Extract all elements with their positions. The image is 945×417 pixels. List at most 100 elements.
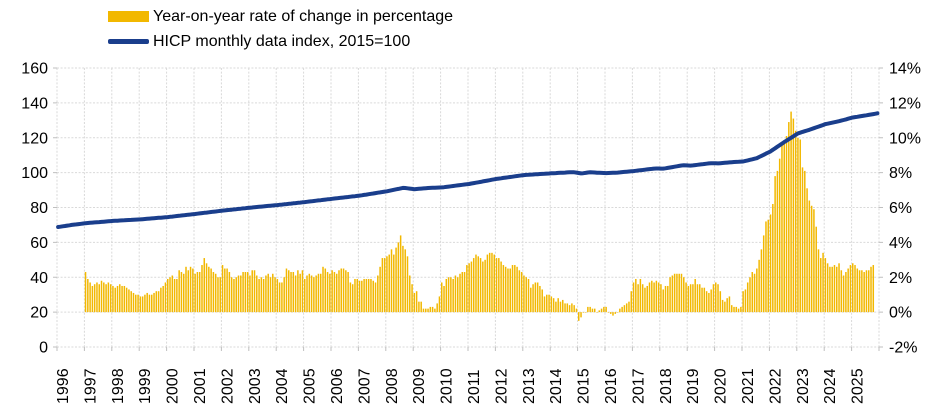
yoy-rate-bar [628,301,630,313]
yoy-rate-bar [813,209,815,313]
yoy-rate-bar [98,284,100,313]
yoy-rate-bar [326,272,329,313]
yoy-rate-bar [294,275,297,313]
yoy-rate-bar [861,270,863,313]
yoy-rate-bar [838,263,840,313]
yoy-rate-bar [856,268,859,313]
yoy-rate-bar [219,277,222,313]
yoy-rate-bar [630,291,633,313]
yoy-rate-bar [749,277,751,313]
right-axis-tick-label: 14% [889,61,921,78]
yoy-rate-bar [285,268,288,313]
yoy-rate-bar [160,287,162,313]
yoy-rate-bar [851,263,854,313]
yoy-rate-bar [242,272,244,313]
yoy-rate-bar [573,305,575,313]
yoy-rate-bar [447,277,450,313]
yoy-rate-bar [303,278,306,313]
yoy-rate-bar [833,265,836,313]
yoy-rate-bar [790,111,792,313]
yoy-rate-bar [493,254,496,313]
x-axis-tick-label: 2016 [603,368,620,404]
yoy-rate-bar [347,272,349,313]
yoy-rate-bar [616,312,619,313]
yoy-rate-bar [632,282,635,313]
yoy-rate-bar [762,235,765,313]
yoy-rate-bar [598,310,601,313]
yoy-rate-bar [600,308,603,313]
yoy-rate-bar [123,285,126,313]
yoy-rate-bar [324,268,327,313]
yoy-rate-bar [849,265,852,313]
yoy-rate-bar [413,292,416,313]
yoy-rate-bar [829,266,831,313]
yoy-rate-bar [363,278,365,313]
yoy-rate-bar [625,303,628,313]
yoy-rate-bar [730,305,733,313]
yoy-rate-bar [662,289,664,313]
yoy-rate-bar [568,305,571,313]
yoy-rate-bar [166,278,169,313]
yoy-rate-bar [84,272,87,313]
yoy-rate-bar [436,303,438,313]
yoy-rate-bar [208,266,210,313]
yoy-rate-bar [171,275,174,313]
yoy-rate-bar [395,247,397,313]
yoy-rate-bar [151,294,153,313]
yoy-rate-bar [224,268,226,313]
yoy-rate-bar [614,312,617,314]
x-axis-tick-label: 2005 [302,368,319,404]
x-axis-tick-label: 2019 [685,368,702,404]
x-axis-tick-label: 2017 [630,368,647,404]
yoy-rate-bar [466,265,468,313]
yoy-rate-bar [509,268,511,313]
yoy-rate-bar [450,277,452,313]
yoy-rate-bar [335,273,338,313]
bar-series-swatch-icon [108,11,149,22]
yoy-rate-bar [260,277,263,313]
yoy-rate-bar [797,137,799,313]
yoy-rate-bar [744,289,747,313]
yoy-rate-bar [420,301,422,313]
x-axis-tick-label: 2014 [548,368,565,404]
yoy-rate-bar [575,308,578,313]
yoy-rate-bar [783,141,785,313]
yoy-rate-bar [331,270,333,313]
yoy-rate-bar [753,273,756,313]
yoy-rate-bar [114,287,116,313]
yoy-rate-bar [566,303,569,313]
yoy-rate-bar [724,301,726,313]
yoy-rate-bar [799,139,801,313]
yoy-rate-bar [607,312,610,313]
x-axis-tick-label: 1999 [137,368,154,404]
yoy-rate-bar [721,299,724,313]
yoy-rate-bar [192,268,194,313]
yoy-rate-bar [210,268,212,313]
yoy-rate-bar [546,294,548,313]
yoy-rate-bar [801,167,804,313]
yoy-rate-bar [772,204,774,313]
yoy-rate-bar [685,282,687,313]
yoy-rate-bar [93,284,96,313]
yoy-rate-bar [820,258,822,313]
yoy-rate-bar [372,280,374,313]
yoy-rate-bar [265,275,267,313]
yoy-rate-bar [235,277,237,313]
yoy-rate-bar [708,292,710,313]
yoy-rate-bar [653,282,655,313]
yoy-rate-bar [475,254,477,313]
yoy-rate-bar [765,221,767,313]
yoy-rate-bar [153,292,155,313]
yoy-rate-bar [256,275,258,313]
yoy-rate-bar [440,282,443,313]
yoy-rate-bar [173,278,176,313]
yoy-rate-bar [119,284,121,313]
yoy-rate-bar [692,284,694,313]
yoy-rate-bar [671,275,674,313]
yoy-rate-bar [504,266,507,313]
yoy-rate-bar [454,275,457,313]
yoy-rate-bar [660,284,662,313]
yoy-rate-bar [310,275,313,313]
x-axis-tick-label: 2024 [822,368,839,404]
yoy-rate-bar [564,303,566,313]
